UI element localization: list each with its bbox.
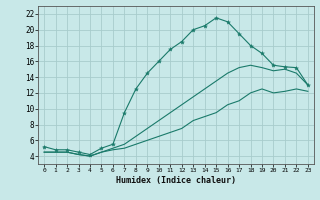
X-axis label: Humidex (Indice chaleur): Humidex (Indice chaleur) bbox=[116, 176, 236, 185]
